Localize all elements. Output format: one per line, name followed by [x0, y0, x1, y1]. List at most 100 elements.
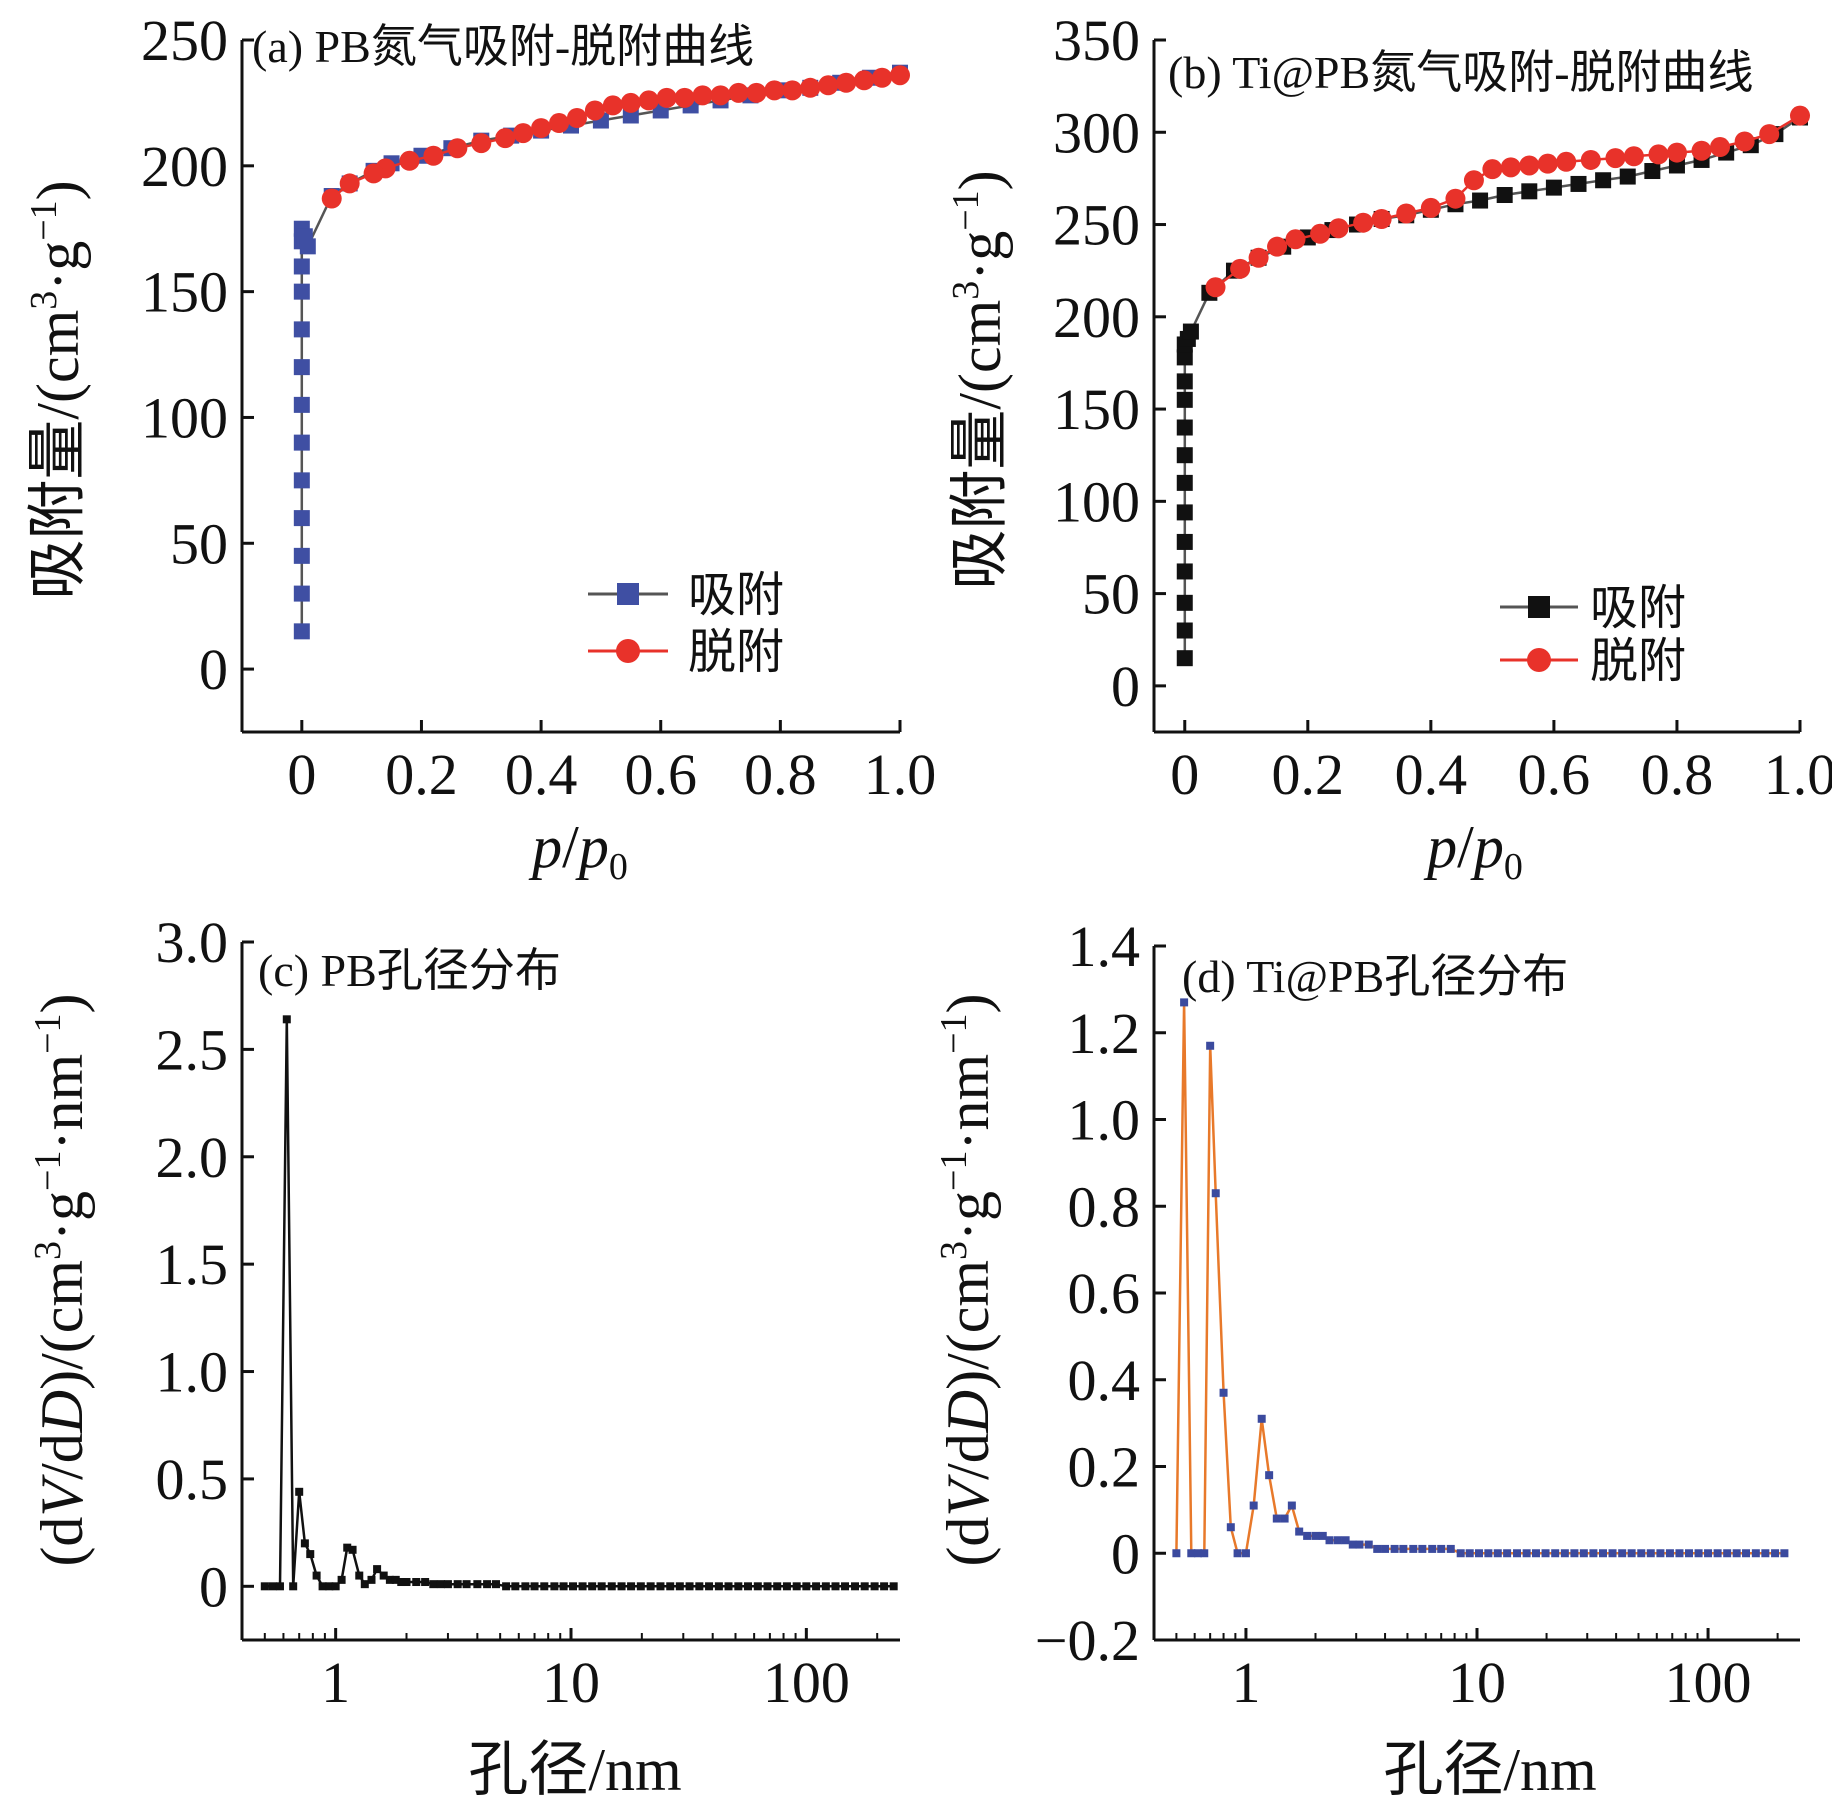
data-point [578, 1582, 587, 1591]
data-point [1205, 277, 1226, 298]
data-point [1420, 197, 1441, 218]
y-tick-label: 200 [1053, 285, 1140, 350]
data-point [348, 1545, 357, 1554]
panel-b-axes: 0 50 100 150 200 250 300 350 0 0.2 0.4 0.6 0.8 1.0 [1053, 8, 1832, 807]
data-point [584, 100, 605, 121]
data-point [462, 1580, 471, 1589]
data-point [293, 283, 310, 300]
data-point [1771, 1549, 1780, 1558]
y-tick-label: 350 [1053, 8, 1140, 73]
x-tick-label: 0.8 [1641, 742, 1714, 807]
data-point [1445, 188, 1466, 209]
data-point [1200, 1549, 1209, 1558]
data-point [851, 1582, 860, 1591]
data-point [1371, 208, 1392, 229]
data-point [293, 510, 310, 527]
y-tick-label: 0 [1111, 654, 1140, 719]
y-tick-label: 250 [1053, 193, 1140, 258]
data-point [1646, 1549, 1655, 1558]
y-tick-label: 1.4 [1068, 914, 1141, 979]
data-point [379, 1571, 388, 1580]
data-point [1732, 1549, 1741, 1558]
data-point [710, 85, 731, 106]
y-tick-label: 100 [1053, 469, 1140, 534]
data-point [1465, 1549, 1474, 1558]
data-point [705, 1582, 714, 1591]
data-point [674, 87, 695, 108]
data-point [293, 585, 310, 602]
y-tick-label: 1.0 [1068, 1088, 1141, 1153]
panel-b-plot-area [1176, 105, 1810, 667]
y-tick-label: 1.5 [156, 1232, 229, 1297]
data-point [566, 108, 587, 129]
data-point [607, 1582, 616, 1591]
data-point [1226, 1523, 1235, 1532]
data-point [429, 1580, 438, 1589]
data-point [1428, 1544, 1437, 1553]
data-point [447, 138, 468, 159]
panel-a-title: (a) PB氮气吸附-脱附曲线 [252, 21, 754, 72]
data-point [1241, 1549, 1250, 1558]
data-point [836, 72, 857, 93]
data-point [1390, 1544, 1399, 1553]
legend-adsorption-marker [617, 583, 639, 605]
data-point [293, 258, 310, 275]
x-tick-label: 0.6 [1518, 742, 1591, 807]
data-point [889, 1582, 898, 1591]
panel-a-legend: 吸附 脱附 [588, 569, 784, 679]
data-point [1595, 172, 1612, 189]
data-point [412, 1578, 421, 1587]
data-point [1437, 1544, 1446, 1553]
panel-b-x-axis-label: p/p0 [1423, 814, 1523, 888]
data-point [1328, 218, 1349, 239]
y-tick-label: 0 [199, 637, 228, 702]
x-tick-label: 0.6 [624, 742, 697, 807]
data-point [1249, 1501, 1258, 1510]
data-point [1211, 1189, 1220, 1198]
data-point [1684, 1549, 1693, 1558]
data-point [300, 1539, 309, 1548]
x-tick-label: 10 [1448, 1650, 1506, 1715]
data-point [782, 1582, 791, 1591]
y-tick-label: −0.2 [1035, 1608, 1140, 1673]
data-point [399, 150, 420, 171]
data-point [1280, 1514, 1289, 1523]
data-point [1176, 504, 1193, 521]
data-point [1233, 1549, 1242, 1558]
data-point [293, 547, 310, 564]
data-point [1396, 203, 1417, 224]
data-point [1418, 1544, 1427, 1553]
data-point [1742, 1549, 1751, 1558]
data-point [1176, 349, 1193, 366]
series-line-primary [1183, 116, 1801, 659]
data-point [1474, 1549, 1483, 1558]
legend-desorption-marker [616, 639, 640, 663]
y-tick-label: 250 [141, 8, 228, 73]
y-tick-label: 50 [170, 511, 228, 576]
x-tick-label: 100 [763, 1650, 850, 1715]
data-point [1311, 1531, 1320, 1540]
data-point [1176, 650, 1193, 667]
data-point [1503, 1549, 1512, 1558]
data-point [1560, 1549, 1569, 1558]
data-point [513, 123, 534, 144]
data-point [385, 1575, 394, 1584]
panel-c-title: (c) PB孔径分布 [258, 945, 561, 996]
data-point [1267, 236, 1288, 257]
data-point [1172, 1549, 1181, 1558]
data-point [617, 1582, 626, 1591]
panel-d-title: (d) Ti@PB孔径分布 [1182, 951, 1568, 1002]
data-point [511, 1582, 520, 1591]
data-point [373, 1565, 382, 1574]
data-point [714, 1582, 723, 1591]
data-point [1691, 140, 1712, 161]
data-point [1608, 1549, 1617, 1558]
data-point [1570, 1549, 1579, 1558]
data-point [1230, 258, 1251, 279]
data-point [1206, 1041, 1215, 1050]
data-point [1472, 192, 1489, 209]
data-point [299, 238, 316, 255]
data-point [1519, 155, 1540, 176]
series-line-primary [264, 1019, 894, 1588]
data-point [1500, 157, 1521, 178]
